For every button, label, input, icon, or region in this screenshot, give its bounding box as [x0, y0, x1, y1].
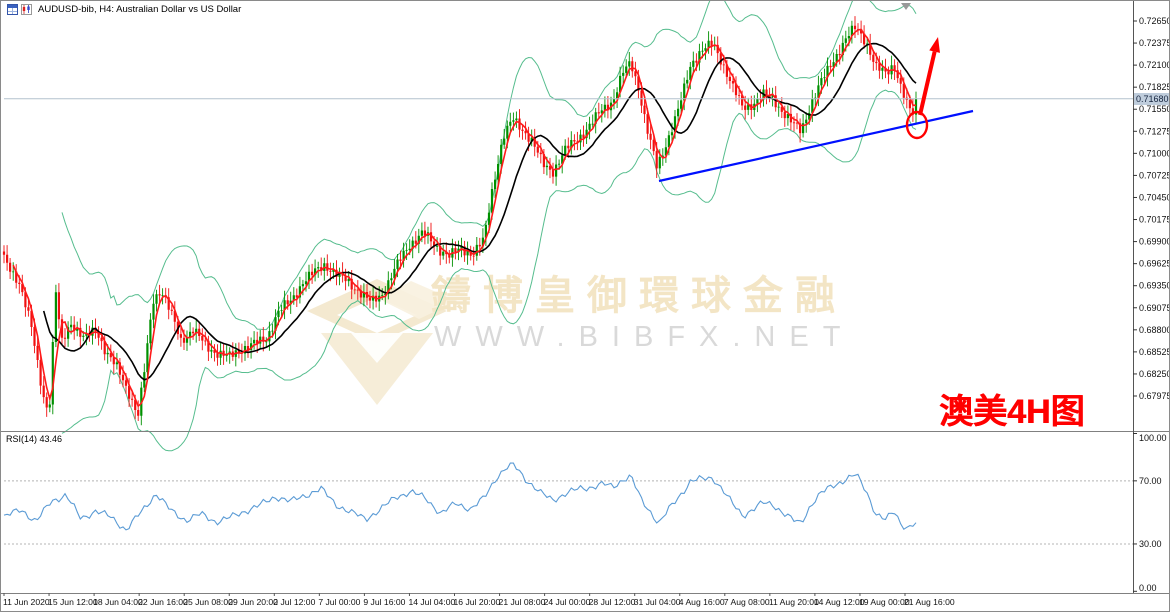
watermark-url-text: WWW.BIBFX.NET — [434, 321, 855, 353]
time-axis-label: 14 Aug 12:00 — [814, 597, 865, 607]
bibfx-logo-watermark-icon — [307, 279, 457, 405]
time-axis-label: 22 Jun 16:00 — [138, 597, 188, 607]
price-axis-label: 0.72375 — [1139, 38, 1170, 48]
candle-bodies-up — [12, 25, 918, 416]
price-axis-label: 0.70175 — [1139, 215, 1170, 225]
time-axis-label: 31 Jul 04:00 — [634, 597, 681, 607]
time-axis-label: 21 Jul 08:00 — [499, 597, 546, 607]
rsi-axis-label: 70.00 — [1139, 476, 1162, 486]
price-axis-label: 0.71825 — [1139, 82, 1170, 92]
price-axis-label: 0.68800 — [1139, 325, 1170, 335]
price-axis-label: 0.70450 — [1139, 192, 1170, 202]
arrow-annotation-head[interactable] — [929, 37, 940, 53]
time-axis-label: 29 Jun 20:00 — [228, 597, 278, 607]
rsi-axis-label: 0.00 — [1139, 583, 1157, 593]
price-axis-label: 0.71000 — [1139, 148, 1170, 158]
bollinger-upper-line — [61, 1, 917, 331]
rsi-axis-label: 100.00 — [1139, 433, 1167, 443]
chart-title: AUDUSD-bib, H4: Australian Dollar vs US … — [38, 4, 242, 15]
price-axis-label: 0.71550 — [1139, 104, 1170, 114]
trendline-annotation[interactable] — [658, 109, 974, 183]
time-axis-label: 28 Jul 12:00 — [589, 597, 636, 607]
time-axis-label: 18 Jun 04:00 — [93, 597, 143, 607]
time-axis-label: 14 Jul 04:00 — [408, 597, 455, 607]
arrow-annotation-shaft[interactable] — [918, 51, 937, 116]
chart-shift-marker-icon[interactable] — [901, 3, 911, 10]
rsi-line — [3, 462, 917, 531]
time-axis-label: 21 Aug 16:00 — [904, 597, 955, 607]
chart-caption-text[interactable]: 澳美4H图 — [939, 393, 1085, 431]
chart-window-icon — [7, 4, 18, 15]
rsi-indicator-label: RSI(14) 43.46 — [6, 434, 63, 444]
time-axis-label: 9 Jul 16:00 — [363, 597, 405, 607]
price-axis-label: 0.67975 — [1139, 391, 1170, 401]
price-axis-label: 0.69350 — [1139, 281, 1170, 291]
time-axis-label: 25 Jun 08:00 — [183, 597, 233, 607]
ma-fast-line — [12, 28, 917, 408]
chart-title-bar: AUDUSD-bib, H4: Australian Dollar vs US … — [7, 4, 241, 15]
price-axis-label: 0.71275 — [1139, 126, 1170, 136]
price-axis-label: 0.69075 — [1139, 303, 1170, 313]
current-price-box: 0.71680 — [1134, 93, 1169, 105]
price-axis-label: 0.68525 — [1139, 347, 1170, 357]
price-axis-label: 0.72650 — [1139, 16, 1170, 26]
price-axis-label: 0.69900 — [1139, 237, 1170, 247]
time-axis-label: 2 Jul 12:00 — [273, 597, 315, 607]
price-axis-label: 0.70725 — [1139, 170, 1170, 180]
ma-slow-line — [42, 42, 917, 381]
time-axis-label: 7 Jul 00:00 — [318, 597, 360, 607]
time-axis-label: 16 Jul 20:00 — [454, 597, 501, 607]
watermark-brand-text: 鑄博皇御環球金融 — [431, 274, 847, 318]
price-axis-label: 0.72100 — [1139, 60, 1170, 70]
time-axis-label: 24 Jul 00:00 — [544, 597, 591, 607]
price-axis-label: 0.68250 — [1139, 369, 1170, 379]
time-axis-label: 4 Aug 16:00 — [679, 597, 725, 607]
time-axis-label: 15 Jun 12:00 — [48, 597, 98, 607]
candle-wicks-down — [3, 16, 914, 421]
candlestick-icon — [21, 4, 32, 15]
time-axis-label: 19 Aug 00:00 — [859, 597, 910, 607]
time-axis-label: 11 Aug 20:00 — [769, 597, 819, 607]
time-axis-label: 11 Jun 2020 — [3, 597, 50, 607]
candle-bodies-down — [2, 25, 914, 416]
circle-annotation[interactable] — [905, 110, 929, 140]
rsi-axis-label: 30.00 — [1139, 539, 1162, 549]
bollinger-lower-line — [61, 89, 917, 452]
price-axis-label: 0.69625 — [1139, 259, 1170, 269]
time-axis-label: 7 Aug 08:00 — [724, 597, 770, 607]
